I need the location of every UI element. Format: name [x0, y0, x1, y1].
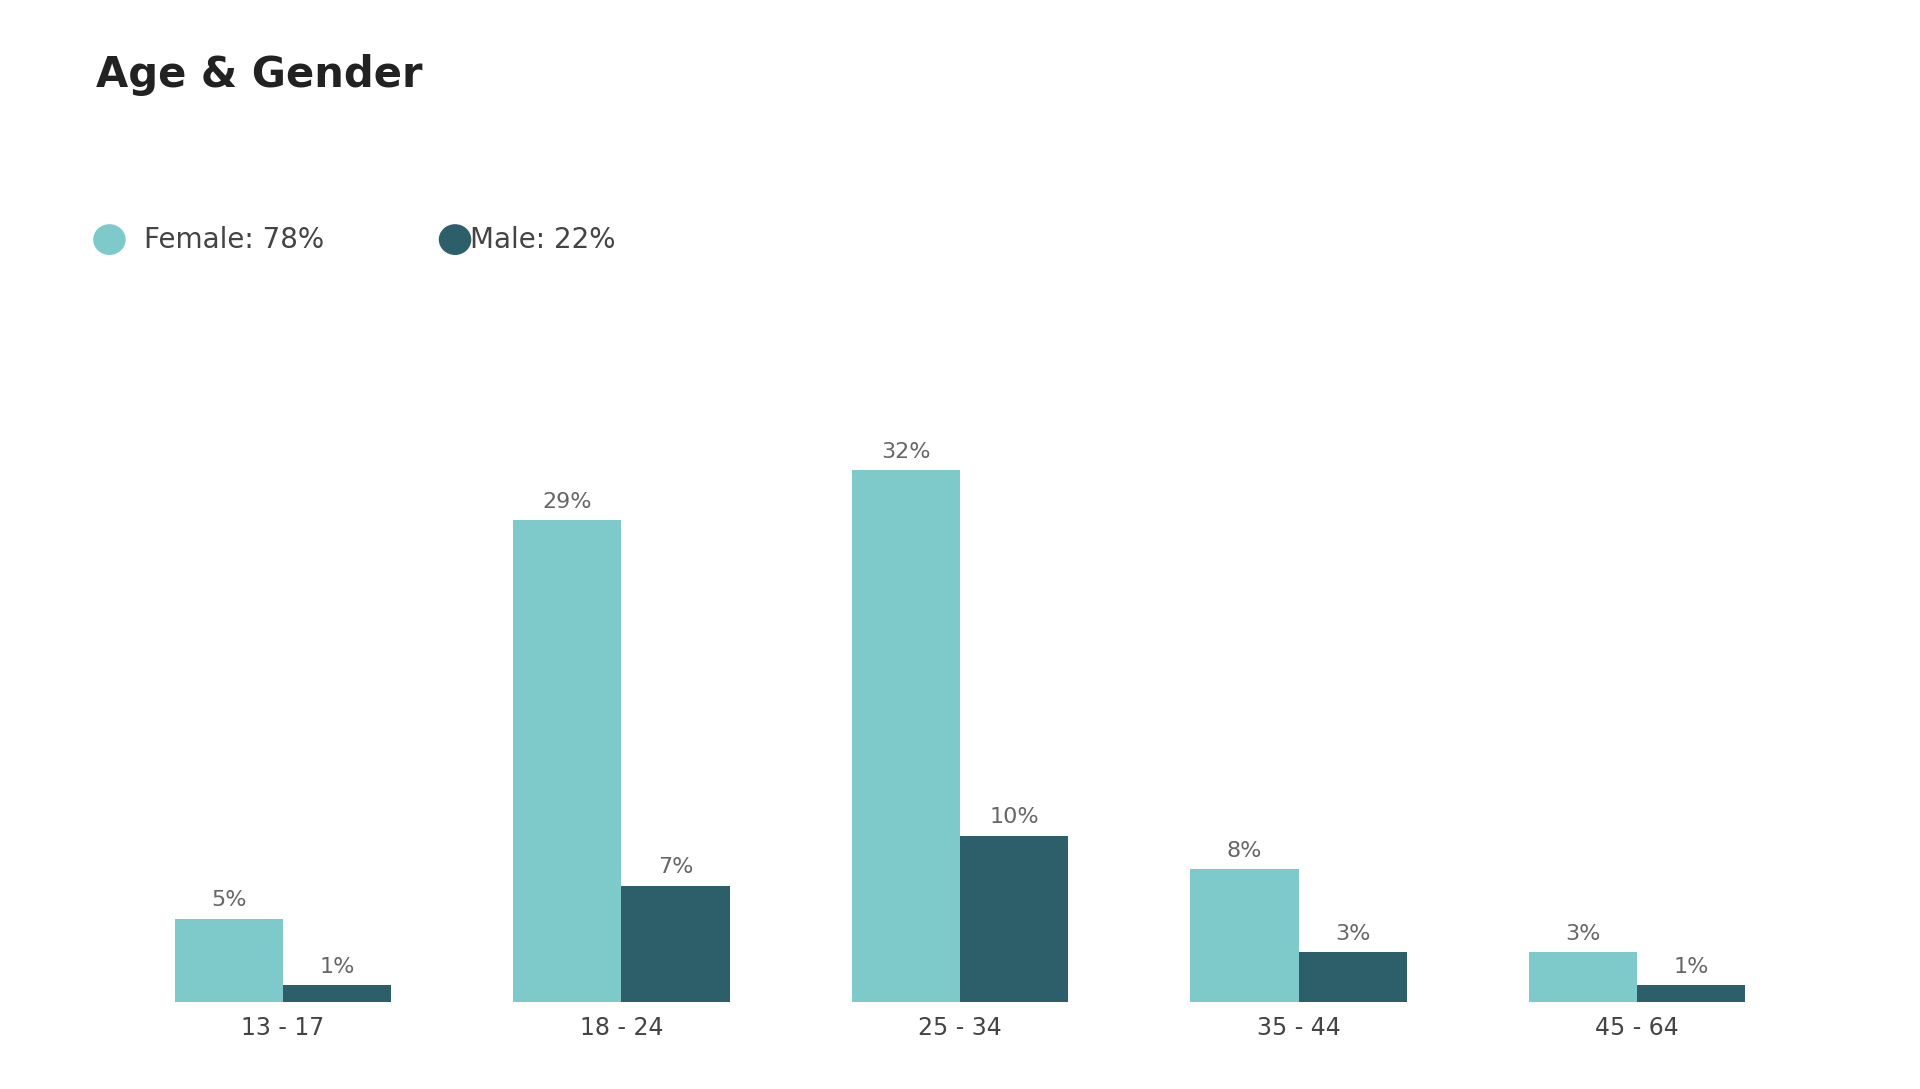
Text: Male: 22%: Male: 22%: [470, 225, 616, 254]
Bar: [1190, 869, 1298, 1002]
Text: 29%: 29%: [543, 491, 591, 512]
Text: 1%: 1%: [1674, 957, 1709, 977]
Text: 3%: 3%: [1334, 923, 1371, 944]
Circle shape: [440, 224, 470, 254]
Text: Age & Gender: Age & Gender: [96, 54, 422, 97]
Bar: [175, 919, 282, 1002]
Bar: [1638, 986, 1745, 1002]
Text: 32%: 32%: [881, 442, 931, 462]
Bar: [852, 470, 960, 1002]
Bar: [513, 519, 622, 1002]
Bar: [1298, 952, 1407, 1002]
Text: 1%: 1%: [319, 957, 355, 977]
Bar: [622, 885, 730, 1002]
Text: 7%: 7%: [659, 857, 693, 878]
Bar: [1528, 952, 1638, 1002]
Text: 10%: 10%: [989, 807, 1039, 828]
Circle shape: [94, 224, 125, 254]
Bar: [960, 835, 1068, 1002]
Text: 3%: 3%: [1565, 923, 1601, 944]
Text: Female: 78%: Female: 78%: [144, 225, 324, 254]
Text: 8%: 8%: [1227, 841, 1261, 860]
Text: 5%: 5%: [211, 891, 246, 910]
Bar: [282, 986, 392, 1002]
